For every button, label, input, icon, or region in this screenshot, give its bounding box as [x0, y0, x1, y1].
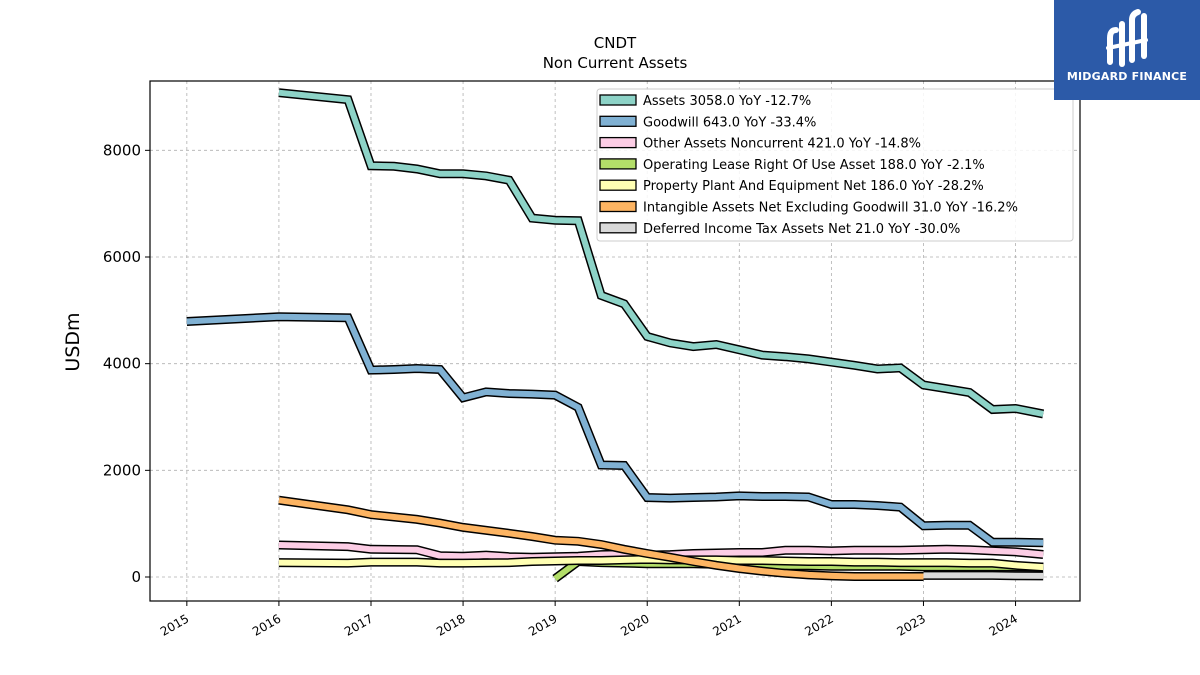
x-tick-label: 2023: [895, 611, 928, 638]
legend-swatch: [599, 158, 637, 170]
legend-swatch: [599, 179, 637, 191]
x-tick-label: 2020: [618, 611, 651, 638]
series-stroke: [278, 542, 1044, 561]
y-tick-label: 6000: [103, 248, 141, 266]
legend: Assets 3058.0 YoY -12.7% Goodwill 643.0 Y…: [596, 88, 1074, 242]
series-stroke: [923, 572, 1044, 579]
x-tick-label: 2016: [250, 611, 283, 638]
legend-swatch: [599, 136, 637, 149]
y-axis-label: USDm: [62, 312, 84, 371]
logo-mark-icon: [1054, 0, 1200, 100]
series-line-0: [278, 88, 1045, 419]
y-tick-label: 0: [131, 568, 141, 586]
chart-subtitle: Non Current Assets: [543, 54, 688, 72]
y-axis-ticks: 0 2000 4000 6000 8000: [103, 141, 150, 586]
plot-area: [149, 80, 1081, 602]
x-tick-label: 2017: [342, 611, 375, 638]
legend-label: Other Assets Noncurrent 421.0 YoY -14.8%: [643, 137, 921, 152]
legend-swatch: [599, 94, 637, 106]
x-tick-label: 2024: [987, 611, 1020, 638]
series-stroke: [278, 497, 924, 580]
series-line-1: [186, 312, 1044, 548]
x-tick-label: 2021: [710, 611, 743, 638]
legend-swatch: [599, 222, 637, 234]
x-tick-label: 2015: [158, 611, 191, 638]
series-line-6: [923, 570, 1044, 581]
logo-text: MIDGARD FINANCE: [1066, 70, 1188, 83]
chart-title: CNDT: [594, 34, 637, 52]
legend-swatch: [599, 200, 637, 213]
x-axis-ticks: 2015 2016 2017 2018 2019 2020 2021 2022 2023 2024: [158, 601, 1020, 639]
series-layer: [186, 88, 1045, 583]
legend-label: Assets 3058.0 YoY -12.7%: [643, 94, 811, 109]
series-line-2: [278, 540, 1044, 562]
legend-box: [596, 88, 1074, 242]
series-stroke: [186, 313, 1044, 546]
x-tick-label: 2018: [434, 611, 467, 638]
legend-label: Deferred Income Tax Assets Net 21.0 YoY …: [643, 222, 960, 237]
x-tick-label: 2022: [802, 611, 835, 638]
x-tick-label: 2019: [526, 611, 559, 638]
series-line-5: [278, 495, 924, 581]
legend-label: Goodwill 643.0 YoY -33.4%: [643, 115, 816, 130]
y-tick-label: 8000: [103, 141, 141, 159]
legend-label: Property Plant And Equipment Net 186.0 Y…: [643, 179, 984, 194]
brand-logo: MIDGARD FINANCE: [1054, 0, 1200, 100]
y-tick-label: 2000: [103, 461, 141, 479]
legend-label: Operating Lease Right Of Use Asset 188.0…: [643, 158, 985, 173]
legend-label: Intangible Assets Net Excluding Goodwill…: [643, 201, 1018, 216]
series-stroke: [278, 89, 1044, 417]
legend-swatch: [599, 115, 637, 127]
y-tick-label: 4000: [103, 355, 141, 373]
